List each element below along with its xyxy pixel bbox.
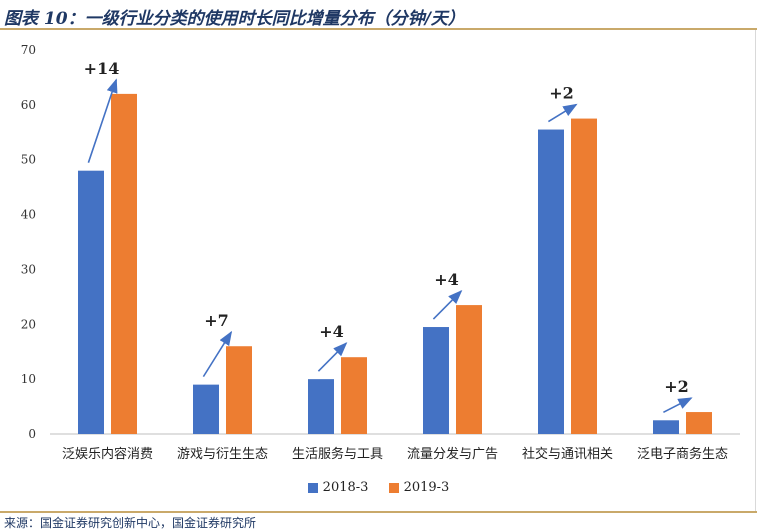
y-tick-label: 50 [21, 153, 36, 167]
legend-swatch-2018 [307, 482, 318, 493]
y-tick-label: 30 [21, 262, 36, 276]
bar-2019 [226, 346, 252, 434]
y-tick-label: 40 [21, 208, 36, 222]
increase-arrow [547, 103, 578, 123]
increase-annotation: +4 [319, 322, 344, 341]
bar-2019 [111, 93, 137, 434]
x-category-label: 泛娱乐内容消费 [62, 446, 153, 462]
footer-rule [0, 511, 757, 513]
legend-label-2019: 2019-3 [403, 480, 450, 495]
bar-2018 [653, 420, 679, 434]
x-category-label: 生活服务与工具 [292, 446, 383, 462]
x-category-label: 游戏与衍生生态 [177, 447, 268, 462]
x-category-label: 流量分发与广告 [407, 446, 498, 462]
bar-2019 [686, 412, 712, 434]
legend-item-2018: 2018-3 [307, 480, 369, 495]
increase-arrow [317, 342, 348, 372]
increase-annotation: +2 [549, 84, 574, 103]
bar-2019 [571, 118, 597, 435]
legend-label-2018: 2018-3 [322, 480, 369, 495]
bar-chart: 0 10 20 30 40 50 60 70 泛娱乐内容消费 +14 游戏与衍生生态 +7 生活服务与工… [21, 43, 740, 462]
title-bar: 图表 10：一级行业分类的使用时长同比增量分布（分钟/天） [0, 0, 757, 30]
increase-arrow [87, 78, 118, 163]
bar-2018 [193, 384, 219, 434]
bar-2019 [456, 305, 482, 434]
y-tick-label: 10 [21, 372, 36, 386]
increase-arrow [663, 397, 693, 413]
chart-frame [0, 30, 756, 512]
bar-2018 [78, 170, 104, 434]
y-tick-label: 0 [28, 427, 36, 441]
legend-swatch-2019 [388, 482, 399, 493]
increase-annotation: +7 [204, 311, 229, 330]
increase-annotation: +2 [664, 377, 689, 396]
bar-2018 [308, 379, 334, 434]
increase-annotation: +4 [434, 270, 459, 289]
increase-arrow [432, 289, 463, 320]
bar-2019 [341, 357, 367, 434]
increase-arrow [202, 330, 233, 378]
y-tick-label: 60 [21, 98, 36, 112]
x-category-label: 泛电子商务生态 [637, 446, 728, 462]
legend-item-2019: 2019-3 [388, 480, 450, 495]
x-category-label: 社交与通讯相关 [522, 446, 613, 462]
y-tick-label: 20 [21, 317, 36, 331]
legend: 2018-3 2019-3 [0, 480, 757, 497]
chart-title: 图表 10：一级行业分类的使用时长同比增量分布（分钟/天） [4, 9, 465, 29]
y-tick-label: 70 [21, 43, 36, 57]
bar-2018 [538, 129, 564, 434]
source-note: 来源：国金证券研究创新中心，国金证券研究所 [4, 516, 257, 530]
bar-2018 [423, 327, 449, 434]
increase-annotation: +14 [84, 59, 120, 78]
